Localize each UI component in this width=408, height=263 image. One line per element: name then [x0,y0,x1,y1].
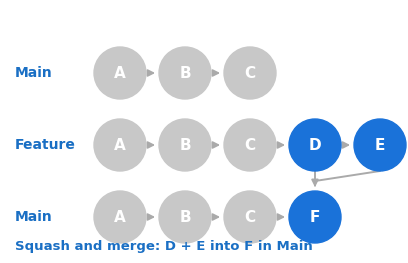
Text: C: C [244,65,255,80]
Circle shape [224,47,276,99]
Circle shape [224,191,276,243]
Circle shape [159,47,211,99]
Text: Squash and merge: D + E into F in Main: Squash and merge: D + E into F in Main [15,240,313,253]
Text: B: B [179,210,191,225]
Text: F: F [310,210,320,225]
Text: Main: Main [15,66,53,80]
Circle shape [224,119,276,171]
Text: C: C [244,138,255,153]
Circle shape [289,191,341,243]
Circle shape [289,119,341,171]
Text: Feature: Feature [15,138,76,152]
Text: A: A [114,138,126,153]
Circle shape [94,119,146,171]
Circle shape [94,191,146,243]
Text: D: D [309,138,322,153]
Text: Main: Main [15,210,53,224]
Circle shape [159,119,211,171]
Text: A: A [114,65,126,80]
Circle shape [94,47,146,99]
Circle shape [354,119,406,171]
Text: E: E [375,138,385,153]
Circle shape [159,191,211,243]
Text: A: A [114,210,126,225]
Text: B: B [179,65,191,80]
Text: B: B [179,138,191,153]
Text: C: C [244,210,255,225]
